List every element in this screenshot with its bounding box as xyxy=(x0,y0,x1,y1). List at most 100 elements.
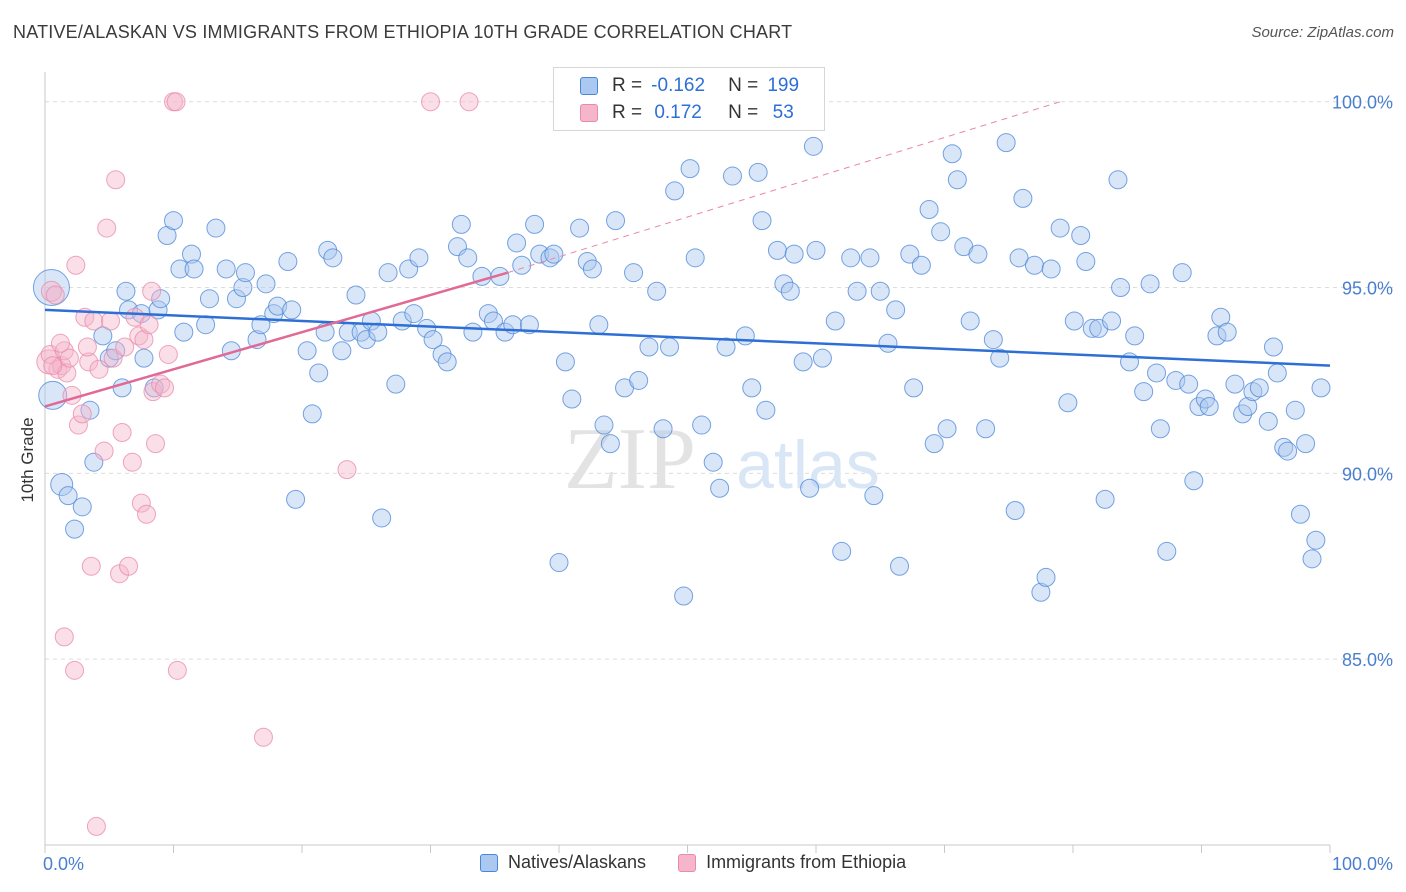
point-natives xyxy=(870,281,890,301)
point-ethiopia xyxy=(131,493,151,513)
point-natives xyxy=(1166,370,1186,390)
point-natives xyxy=(544,244,564,264)
point-natives xyxy=(931,222,951,242)
point-natives xyxy=(463,322,483,342)
point-natives xyxy=(302,404,322,424)
point-natives xyxy=(286,489,306,509)
point-natives xyxy=(297,341,317,361)
point-ethiopia xyxy=(101,311,121,331)
point-natives xyxy=(404,304,424,324)
point-natives xyxy=(629,370,649,390)
stats-n-value-ethiopia: 53 xyxy=(772,102,794,123)
legend-item-natives: Natives/Alaskans xyxy=(480,852,646,873)
point-natives xyxy=(196,315,216,335)
point-natives xyxy=(256,274,276,294)
point-natives xyxy=(1031,582,1051,602)
stats-r-value-natives: -0.162 xyxy=(651,75,706,96)
point-natives xyxy=(812,348,832,368)
point-natives xyxy=(507,233,527,253)
point-natives xyxy=(942,144,962,164)
point-ethiopia xyxy=(155,378,175,398)
point-natives xyxy=(606,211,626,231)
point-ethiopia xyxy=(106,170,126,190)
point-natives xyxy=(1267,363,1287,383)
point-ethiopia xyxy=(65,660,85,680)
stats-row-ethiopia: R = 0.172 N = 53 xyxy=(554,100,808,126)
point-ethiopia xyxy=(421,92,440,112)
point-natives xyxy=(1258,411,1278,431)
point-natives xyxy=(647,281,667,301)
x-tick-min: 0.0% xyxy=(43,854,84,874)
point-natives xyxy=(653,419,673,439)
point-natives xyxy=(767,240,787,260)
point-natives xyxy=(1189,396,1209,416)
point-natives xyxy=(332,341,352,361)
point-natives xyxy=(309,363,329,383)
point-natives xyxy=(968,244,988,264)
point-natives xyxy=(525,214,545,234)
point-natives xyxy=(1199,396,1219,416)
watermark-atlas: atlas xyxy=(736,427,880,503)
point-natives xyxy=(983,330,1003,350)
point-natives xyxy=(703,452,723,472)
point-natives xyxy=(800,478,820,498)
point-ethiopia xyxy=(59,348,79,368)
point-ethiopia xyxy=(84,311,104,331)
point-natives xyxy=(752,211,772,231)
point-natives xyxy=(680,159,700,179)
point-natives xyxy=(904,378,924,398)
point-natives xyxy=(93,326,113,346)
trend-line-ethiopia-extension xyxy=(507,101,1061,274)
point-natives xyxy=(624,263,644,283)
point-ethiopia xyxy=(142,281,162,301)
point-ethiopia xyxy=(54,627,74,647)
point-natives xyxy=(386,374,406,394)
point-ethiopia xyxy=(94,441,114,461)
point-natives xyxy=(716,337,736,357)
point-natives xyxy=(570,218,590,238)
point-ethiopia xyxy=(81,556,101,576)
point-natives xyxy=(976,419,996,439)
point-natives xyxy=(1125,326,1145,346)
point-natives xyxy=(417,318,437,338)
point-natives xyxy=(1082,318,1102,338)
y-tick-label: 85.0% xyxy=(1342,650,1393,670)
point-natives xyxy=(1296,434,1316,454)
stats-n-value-natives: 199 xyxy=(767,75,800,96)
point-natives xyxy=(886,300,906,320)
point-natives xyxy=(1058,393,1078,413)
point-natives xyxy=(660,337,680,357)
stats-r-value-ethiopia: 0.172 xyxy=(654,102,702,123)
point-natives xyxy=(1263,337,1283,357)
point-natives xyxy=(233,278,253,298)
point-natives xyxy=(282,300,302,320)
point-natives xyxy=(372,508,392,528)
point-ethiopia xyxy=(45,285,65,305)
point-natives xyxy=(268,296,288,316)
point-ethiopia xyxy=(122,452,142,472)
point-ethiopia xyxy=(72,404,92,424)
stats-r-label: R = xyxy=(612,102,643,123)
point-natives xyxy=(116,281,136,301)
point-natives xyxy=(216,259,236,279)
point-natives xyxy=(947,170,967,190)
point-natives xyxy=(378,263,398,283)
chart-title: NATIVE/ALASKAN VS IMMIGRANTS FROM ETHIOP… xyxy=(13,22,793,42)
point-natives xyxy=(50,473,74,497)
point-ethiopia xyxy=(89,359,109,379)
point-natives xyxy=(1041,259,1061,279)
point-ethiopia xyxy=(86,816,106,836)
point-natives xyxy=(1249,378,1269,398)
point-natives xyxy=(793,352,813,372)
point-ethiopia xyxy=(119,556,139,576)
legend-label-natives: Natives/Alaskans xyxy=(508,852,647,872)
watermark: ZIP atlas xyxy=(564,411,880,508)
point-natives xyxy=(1306,530,1326,550)
point-natives xyxy=(1147,363,1167,383)
point-natives xyxy=(409,248,429,268)
point-natives xyxy=(199,289,219,309)
point-natives xyxy=(806,240,826,260)
point-natives xyxy=(990,348,1010,368)
point-natives xyxy=(458,248,478,268)
point-natives xyxy=(174,322,194,342)
